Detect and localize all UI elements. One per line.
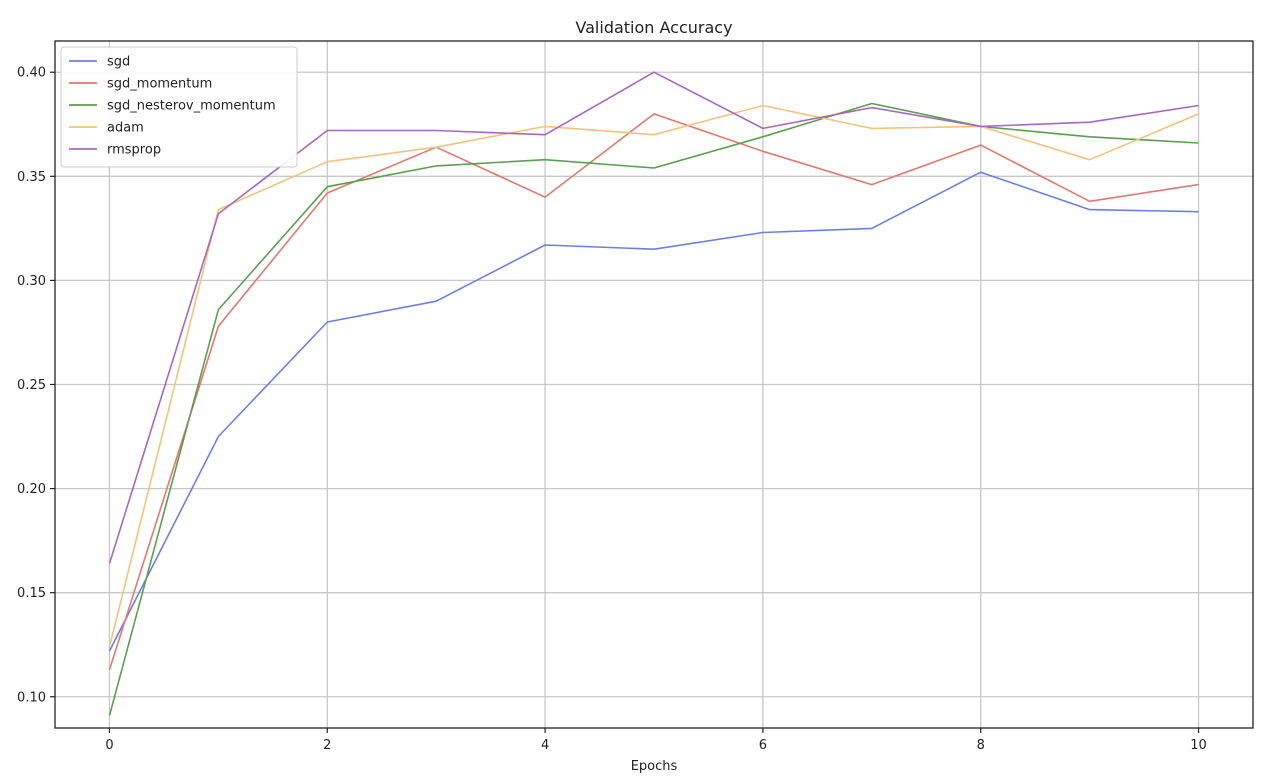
legend-label: sgd_nesterov_momentum <box>107 99 276 114</box>
series-layer <box>108 71 1199 716</box>
legend-label: rmsprop <box>107 143 161 158</box>
x-axis: 0 2 4 6 8 10 <box>105 728 1207 753</box>
series-line-sgd <box>108 171 1199 652</box>
series-line-adam <box>108 104 1199 647</box>
x-tick-label: 8 <box>977 738 985 753</box>
y-axis: 0.10 0.15 0.20 0.25 0.30 0.35 0.40 <box>17 66 55 705</box>
y-tick-label: 0.25 <box>17 378 46 393</box>
y-tick-label: 0.10 <box>17 690 46 705</box>
chart-title: Validation Accuracy <box>575 18 732 37</box>
series-line-sgd-momentum <box>108 113 1199 670</box>
legend-box <box>60 46 298 168</box>
legend-label: sgd_momentum <box>107 77 212 92</box>
x-tick-label: 10 <box>1190 738 1207 753</box>
x-tick-label: 2 <box>323 738 331 753</box>
x-tick-label: 0 <box>105 738 113 753</box>
legend: sgd sgd_momentum sgd_nesterov_momentumadam… <box>60 46 298 168</box>
y-tick-label: 0.15 <box>17 586 46 601</box>
legend-label: sgd <box>107 55 130 70</box>
x-tick-label: 4 <box>541 738 549 753</box>
y-tick-label: 0.35 <box>17 170 46 185</box>
y-tick-label: 0.30 <box>17 274 46 289</box>
x-tick-label: 6 <box>759 738 767 753</box>
y-tick-label: 0.20 <box>17 482 46 497</box>
y-tick-label: 0.40 <box>17 66 46 81</box>
series-line-sgd-nesterov-momentum <box>108 102 1199 716</box>
legend-label: adam <box>107 121 144 136</box>
x-axis-title: Epochs <box>631 759 678 774</box>
